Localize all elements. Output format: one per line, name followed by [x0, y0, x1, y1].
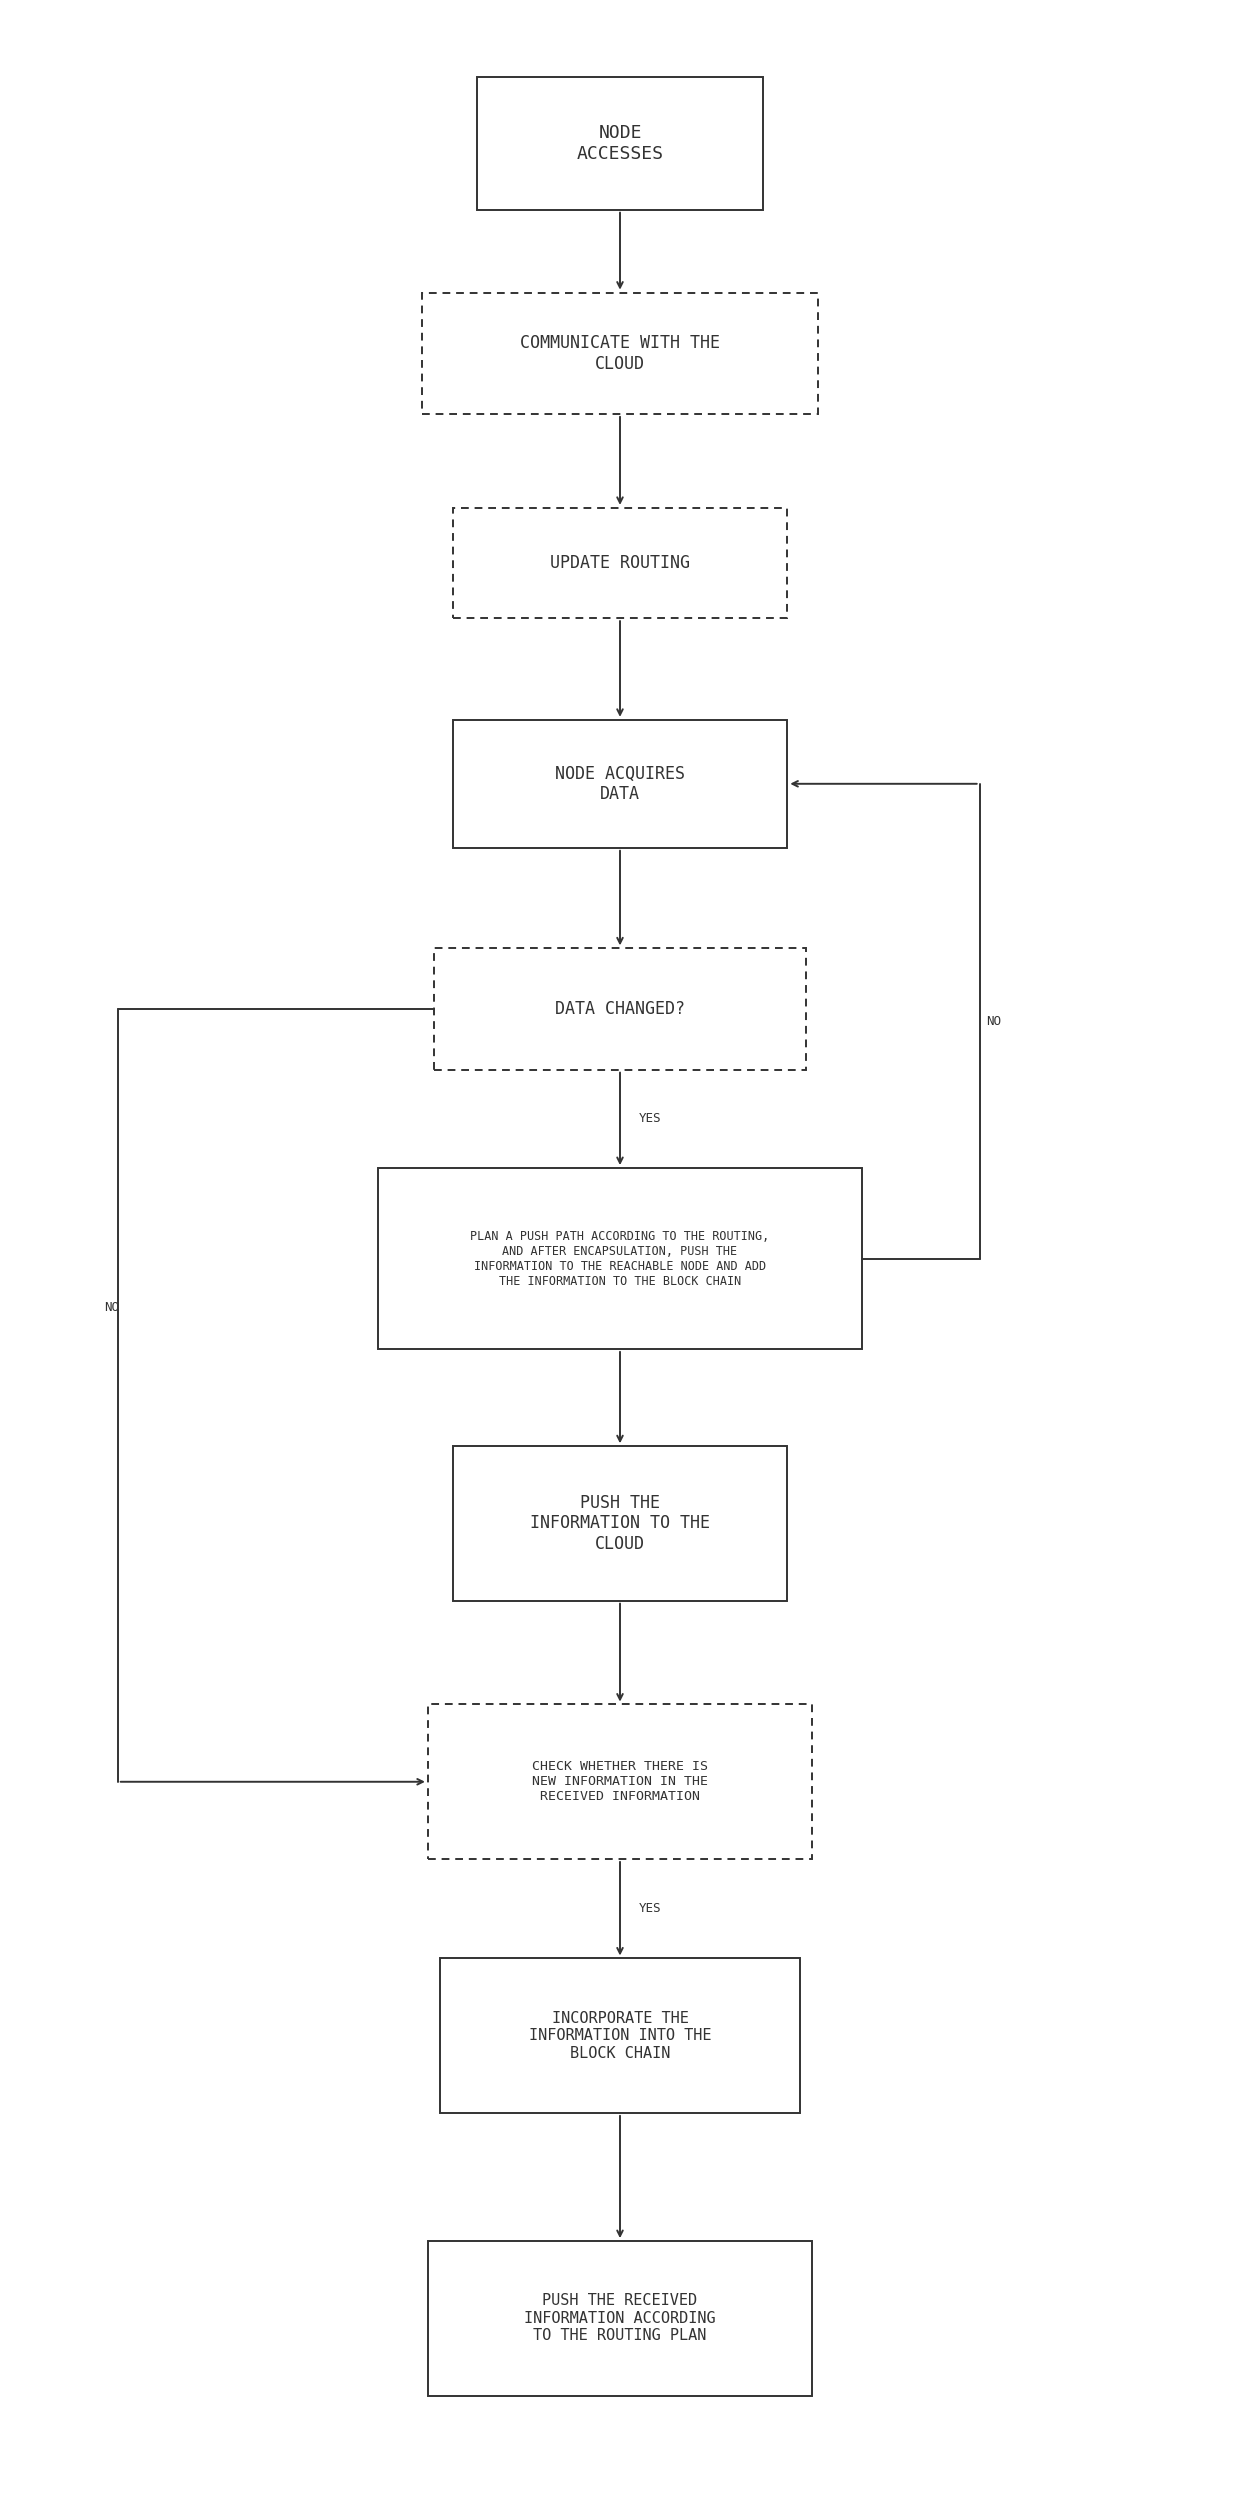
FancyBboxPatch shape	[477, 78, 763, 209]
FancyBboxPatch shape	[434, 949, 806, 1070]
FancyBboxPatch shape	[453, 720, 787, 848]
Text: YES: YES	[639, 1113, 661, 1125]
Text: NODE
ACCESSES: NODE ACCESSES	[577, 123, 663, 164]
Text: PUSH THE RECEIVED
INFORMATION ACCORDING
TO THE ROUTING PLAN: PUSH THE RECEIVED INFORMATION ACCORDING …	[525, 2293, 715, 2343]
FancyBboxPatch shape	[428, 1704, 812, 1860]
Text: COMMUNICATE WITH THE
CLOUD: COMMUNICATE WITH THE CLOUD	[520, 335, 720, 373]
Text: NODE ACQUIRES
DATA: NODE ACQUIRES DATA	[556, 765, 684, 803]
FancyBboxPatch shape	[440, 1958, 800, 2112]
Text: NO: NO	[104, 1301, 119, 1314]
Text: DATA CHANGED?: DATA CHANGED?	[556, 999, 684, 1017]
FancyBboxPatch shape	[428, 2240, 812, 2396]
Text: YES: YES	[639, 1903, 661, 1915]
FancyBboxPatch shape	[453, 508, 787, 619]
Text: UPDATE ROUTING: UPDATE ROUTING	[551, 554, 689, 571]
FancyBboxPatch shape	[378, 1168, 862, 1349]
Text: NO: NO	[986, 1014, 1001, 1027]
Text: CHECK WHETHER THERE IS
NEW INFORMATION IN THE
RECEIVED INFORMATION: CHECK WHETHER THERE IS NEW INFORMATION I…	[532, 1759, 708, 1802]
FancyBboxPatch shape	[422, 292, 818, 413]
Text: PUSH THE
INFORMATION TO THE
CLOUD: PUSH THE INFORMATION TO THE CLOUD	[529, 1493, 711, 1553]
Text: INCORPORATE THE
INFORMATION INTO THE
BLOCK CHAIN: INCORPORATE THE INFORMATION INTO THE BLO…	[528, 2011, 712, 2061]
FancyBboxPatch shape	[453, 1447, 787, 1601]
Text: PLAN A PUSH PATH ACCORDING TO THE ROUTING,
AND AFTER ENCAPSULATION, PUSH THE
INF: PLAN A PUSH PATH ACCORDING TO THE ROUTIN…	[470, 1228, 770, 1289]
